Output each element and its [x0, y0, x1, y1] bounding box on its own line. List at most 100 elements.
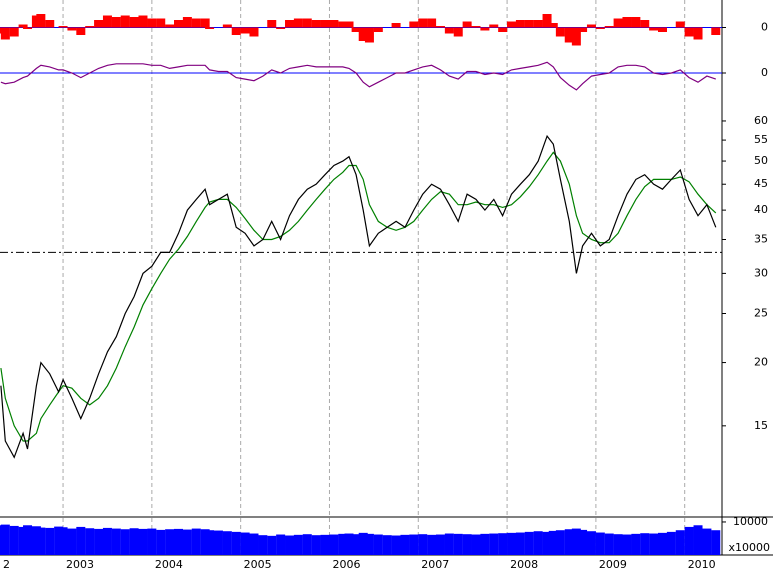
- bar: [293, 534, 303, 555]
- x-tick-label: 2: [3, 558, 10, 571]
- y-tick-label: 60: [754, 114, 768, 127]
- y-tick-label: 30: [754, 266, 768, 279]
- bar: [578, 27, 588, 32]
- bar: [640, 20, 650, 28]
- bar: [249, 533, 259, 555]
- bar: [435, 26, 445, 28]
- bar: [640, 533, 650, 555]
- x-tick-label: 2003: [66, 558, 94, 571]
- bar: [276, 27, 286, 29]
- bar: [418, 534, 428, 555]
- bar: [240, 27, 250, 34]
- x-tick-label: 2005: [244, 558, 272, 571]
- bar: [471, 534, 481, 555]
- bar: [409, 534, 419, 555]
- bar: [147, 18, 157, 28]
- bar: [622, 17, 632, 28]
- bar: [666, 531, 676, 555]
- y-tick-label: 25: [754, 306, 768, 319]
- bar: [174, 528, 183, 555]
- bar: [471, 26, 481, 28]
- bar: [684, 526, 694, 555]
- bar: [329, 20, 339, 28]
- bar: [285, 535, 295, 555]
- bar: [453, 533, 463, 555]
- bar: [586, 531, 596, 555]
- bar: [427, 18, 437, 28]
- bar: [18, 24, 28, 28]
- y-tick-label: 15: [754, 419, 768, 432]
- bar: [533, 531, 543, 555]
- bar: [480, 533, 490, 555]
- bar: [675, 21, 685, 28]
- bar: [515, 20, 525, 28]
- x-tick-label: 2004: [155, 558, 183, 571]
- bar: [120, 15, 130, 28]
- bar: [344, 21, 354, 28]
- bar: [182, 17, 192, 28]
- bar: [76, 526, 86, 555]
- bar: [498, 533, 508, 555]
- bar: [102, 15, 112, 28]
- bar: [595, 27, 605, 29]
- bar: [249, 27, 259, 37]
- bar: [213, 530, 223, 555]
- x-tick-label: 2007: [421, 558, 449, 571]
- bar: [111, 17, 121, 28]
- bar: [604, 533, 614, 555]
- bar: [604, 26, 614, 28]
- bar: [302, 18, 312, 28]
- bar: [293, 18, 303, 28]
- bar: [444, 533, 454, 555]
- bar: [548, 23, 558, 28]
- x-tick-label: 2006: [332, 558, 360, 571]
- bar: [533, 20, 543, 28]
- bar: [129, 528, 139, 555]
- bar: [76, 27, 86, 35]
- x-tick-label: 2010: [688, 558, 716, 571]
- bar: [36, 14, 46, 28]
- bar: [555, 27, 565, 37]
- bar: [338, 533, 348, 555]
- bar: [200, 18, 210, 28]
- bar: [267, 535, 277, 555]
- bar: [182, 529, 192, 555]
- y-tick-label: 10000: [733, 515, 768, 528]
- bar: [205, 530, 215, 555]
- bar: [320, 20, 330, 28]
- bar: [702, 528, 712, 555]
- x-tick-label: 2008: [510, 558, 538, 571]
- bar: [524, 531, 534, 555]
- bar: [498, 27, 508, 32]
- bar: [507, 21, 517, 28]
- bar: [351, 534, 361, 555]
- bar: [129, 17, 139, 28]
- bar: [276, 534, 286, 555]
- bar: [693, 525, 703, 555]
- bar: [351, 27, 361, 32]
- bar: [675, 530, 685, 555]
- y-tick-label: 35: [754, 232, 768, 245]
- bar: [67, 528, 77, 555]
- y-tick-label: 20: [754, 356, 768, 369]
- bar: [462, 534, 472, 555]
- bar: [45, 20, 55, 28]
- bar: [85, 528, 95, 555]
- bar: [658, 27, 667, 32]
- bar: [138, 15, 148, 28]
- bar: [67, 27, 77, 31]
- bar: [444, 27, 454, 34]
- bar: [9, 27, 19, 37]
- bar: [515, 532, 525, 555]
- bar: [285, 20, 295, 28]
- bar: [9, 525, 19, 555]
- bar: [58, 527, 68, 555]
- bar: [205, 27, 215, 29]
- bar: [120, 529, 130, 555]
- bar: [684, 27, 694, 37]
- bar: [564, 27, 574, 43]
- bar: [382, 535, 392, 555]
- bar: [480, 27, 490, 31]
- bar: [94, 528, 104, 555]
- bar: [302, 534, 312, 555]
